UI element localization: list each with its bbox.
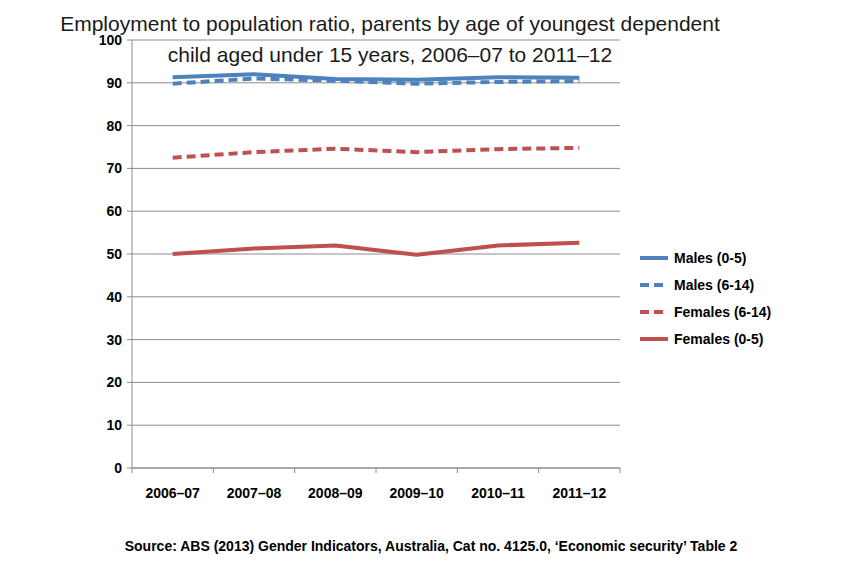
grid-line [132, 168, 620, 169]
y-tick [127, 339, 132, 340]
grid-line [132, 211, 620, 212]
legend-swatch [640, 337, 668, 341]
grid-line [132, 339, 620, 340]
legend-label: Females (0-5) [674, 331, 763, 347]
y-tick [127, 211, 132, 212]
x-tick-label: 2006–07 [145, 485, 200, 501]
x-tick-label: 2007–08 [227, 485, 282, 501]
y-tick-label: 30 [106, 332, 122, 348]
legend-label: Males (6-14) [674, 277, 754, 293]
legend-swatch [640, 310, 668, 314]
y-tick [127, 468, 132, 469]
y-tick-label: 50 [106, 246, 122, 262]
y-tick [127, 254, 132, 255]
x-tick-label: 2010–11 [471, 485, 525, 501]
series-line [173, 79, 580, 84]
y-tick-label: 10 [106, 417, 122, 433]
legend-swatch [640, 283, 668, 287]
series-line [173, 148, 580, 158]
y-tick-label: 60 [106, 203, 122, 219]
y-axis [132, 40, 133, 468]
series-group [173, 74, 580, 255]
y-tick-label: 70 [106, 160, 122, 176]
x-tick-label: 2009–10 [389, 485, 444, 501]
grid-line [132, 425, 620, 426]
legend-label: Females (6-14) [674, 304, 771, 320]
chart-title: Employment to population ratio, parents … [60, 8, 720, 70]
legend-label: Males (0-5) [674, 250, 746, 266]
series-line [173, 243, 580, 255]
grid-line [132, 125, 620, 126]
x-tick [376, 468, 377, 473]
y-tick [127, 82, 132, 83]
y-tick-label: 100 [99, 32, 123, 48]
x-tick-label: 2011–12 [552, 485, 606, 501]
y-tick-label: 20 [106, 374, 122, 390]
y-tick [127, 382, 132, 383]
y-tick [127, 168, 132, 169]
y-tick [127, 125, 132, 126]
grid-line [132, 40, 620, 41]
source-note: Source: ABS (2013) Gender Indicators, Au… [0, 538, 862, 554]
grid-line [132, 296, 620, 297]
x-tick [294, 468, 295, 473]
y-tick-label: 90 [106, 75, 122, 91]
x-tick [457, 468, 458, 473]
x-tick [132, 468, 133, 473]
y-tick [127, 296, 132, 297]
y-tick [127, 40, 132, 41]
y-tick-label: 0 [114, 460, 122, 476]
x-tick-label: 2008–09 [308, 485, 363, 501]
x-tick [620, 468, 621, 473]
grid-line [132, 382, 620, 383]
y-tick-label: 40 [106, 289, 122, 305]
chart: 0 10 20 30 40 50 60 70 80 90 100 2006–07 2007–08 2008… [0, 0, 862, 575]
y-tick-label: 80 [106, 118, 122, 134]
legend-swatch [640, 256, 668, 260]
x-tick [538, 468, 539, 473]
y-tick [127, 425, 132, 426]
x-tick [213, 468, 214, 473]
